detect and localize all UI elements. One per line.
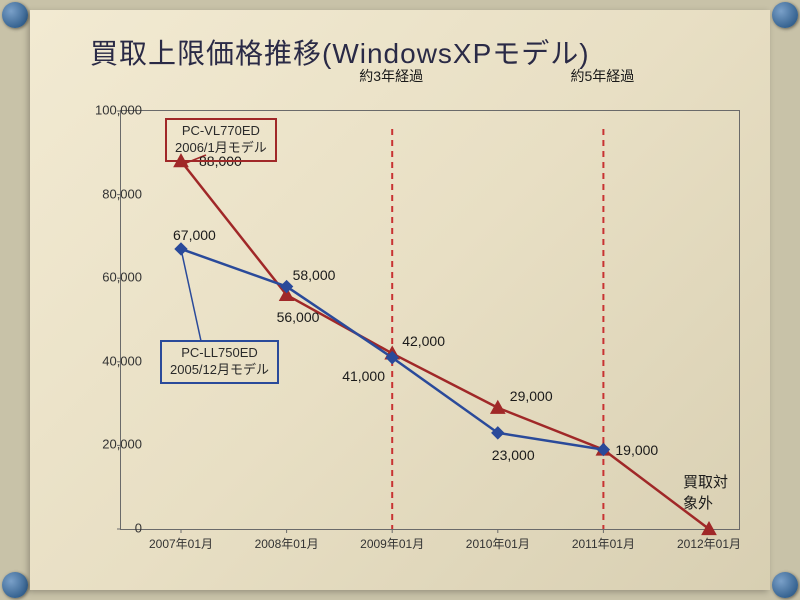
callout-pcvl770ed: PC-VL770ED2006/1月モデル [165, 118, 277, 162]
callout-pcll750ed: PC-LL750ED2005/12月モデル [160, 340, 279, 384]
x-tick-label: 2012年01月 [677, 535, 741, 552]
x-tick-label: 2011年01月 [572, 535, 635, 552]
y-tick-label: 20,000 [82, 437, 142, 452]
x-tick-label: 2009年01月 [360, 535, 424, 552]
x-tick-label: 2010年01月 [466, 535, 530, 552]
chart-svg [121, 111, 739, 529]
data-point-label: 41,000 [342, 368, 385, 384]
x-tick-label: 2008年01月 [255, 535, 319, 552]
chart-paper: 買取上限価格推移(WindowsXPモデル) 2007年01月2008年01月2… [30, 10, 770, 590]
y-tick-label: 40,000 [82, 353, 142, 368]
data-point-label: 58,000 [293, 267, 336, 283]
y-tick-label: 100,000 [82, 103, 142, 118]
vline-label: 約5年経過 [570, 66, 634, 86]
chart-plot-area: 2007年01月2008年01月2009年01月2010年01月2011年01月… [120, 110, 740, 530]
vline-label: 約3年経過 [359, 66, 423, 86]
y-tick-label: 60,000 [82, 270, 142, 285]
data-point-label: 56,000 [277, 309, 320, 325]
data-point-label: 42,000 [402, 333, 445, 349]
x-tick-label: 2007年01月 [149, 535, 213, 552]
data-point-label: 19,000 [615, 442, 658, 458]
y-tick-label: 80,000 [82, 186, 142, 201]
y-tick-label: 0 [82, 521, 142, 536]
note-out-of-scope: 買取対象外 [683, 471, 739, 513]
data-point-label: 23,000 [492, 447, 535, 463]
chart-title: 買取上限価格推移(WindowsXPモデル) [90, 32, 590, 72]
data-point-label: 67,000 [173, 227, 216, 243]
data-point-label: 29,000 [510, 388, 553, 404]
